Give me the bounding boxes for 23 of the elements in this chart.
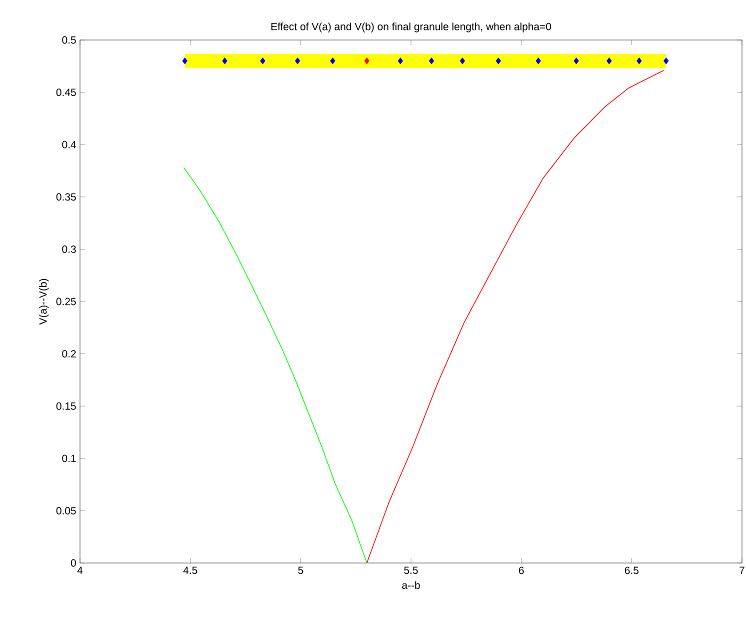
x-tick-label: 5.5	[404, 566, 418, 574]
line-series	[366, 70, 664, 564]
y-tick-label: 0.3	[62, 246, 76, 253]
x-tick-label: 6.5	[624, 566, 638, 574]
x-tick-label: 4	[77, 566, 83, 574]
y-tick-label: 0.25	[56, 298, 76, 306]
y-tick-label: 0.45	[56, 88, 76, 96]
y-tick-label: 0.05	[56, 507, 76, 514]
chart-title: Effect of V(a) and V(b) on final granule length, when alpha=0	[271, 22, 552, 32]
x-tick-label: 4.5	[183, 566, 198, 574]
y-tick-label: 0.1	[62, 454, 76, 462]
y-tick-label: 0	[70, 559, 76, 567]
y-tick-label: 0.4	[62, 140, 76, 148]
y-tick-label: 0.2	[62, 350, 76, 358]
x-tick-label: 5	[298, 566, 304, 574]
y-tick-label: 0.15	[56, 402, 76, 410]
y-tick-label: 0.35	[56, 193, 76, 201]
y-tick-label: 0.5	[62, 36, 76, 44]
x-axis-title: a--b	[402, 581, 420, 589]
x-tick-label: 7	[740, 566, 744, 574]
y-axis-title: V(a)--V(b)	[39, 278, 49, 325]
line-series	[183, 167, 368, 564]
x-tick-label: 6	[518, 566, 524, 574]
